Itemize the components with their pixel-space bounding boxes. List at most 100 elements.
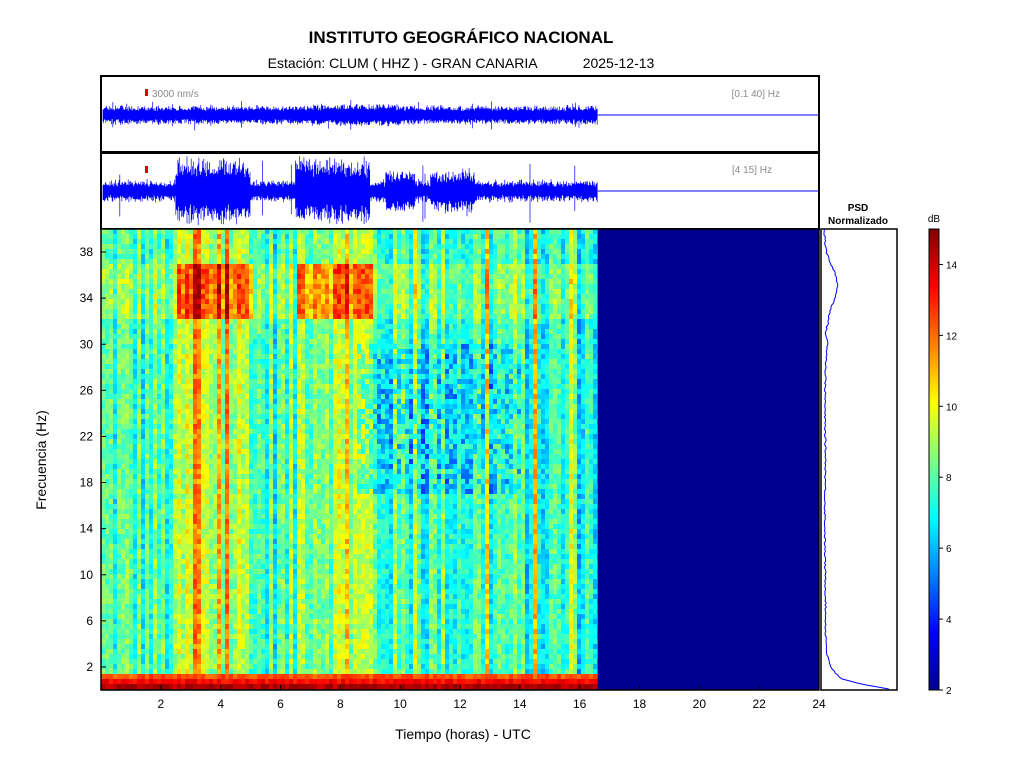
spectrogram-cell (133, 499, 137, 504)
spectrogram-cell (305, 669, 309, 674)
spectrogram-cell (113, 619, 117, 624)
spectrogram-cell (309, 259, 313, 264)
spectrogram-cell (297, 229, 301, 234)
spectrogram-cell (101, 574, 105, 579)
spectrogram-cell (301, 284, 305, 289)
spectrogram-cell (161, 329, 165, 334)
spectrogram-cell (261, 359, 265, 364)
spectrogram-cell (193, 269, 197, 274)
spectrogram-cell (141, 684, 145, 689)
spectrogram-cell (237, 604, 241, 609)
spectrogram-cell (125, 559, 129, 564)
spectrogram-cell (173, 454, 177, 459)
spectrogram-cell (305, 529, 309, 534)
spectrogram-cell (173, 534, 177, 539)
spectrogram-cell (149, 369, 153, 374)
spectrogram-cell (201, 584, 205, 589)
spectrogram-cell (229, 574, 233, 579)
spectrogram-cell (125, 584, 129, 589)
spectrogram-cell (309, 414, 313, 419)
spectrogram-cell (289, 614, 293, 619)
spectrogram-cell (245, 549, 249, 554)
spectrogram-cell (281, 399, 285, 404)
spectrogram-cell (221, 674, 225, 679)
spectrogram-cell (185, 674, 189, 679)
spectrogram-cell (233, 574, 237, 579)
spectrogram-cell (209, 319, 213, 324)
spectrogram-cell (149, 569, 153, 574)
spectrogram-cell (133, 484, 137, 489)
spectrogram-cell (133, 494, 137, 499)
spectrogram-cell (305, 549, 309, 554)
spectrogram-cell (137, 389, 141, 394)
spectrogram-cell (181, 554, 185, 559)
spectrogram-cell (141, 639, 145, 644)
spectrogram-cell (237, 639, 241, 644)
spectrogram-cell (293, 464, 297, 469)
spectrogram-cell (133, 609, 137, 614)
spectrogram-cell (277, 249, 281, 254)
spectrogram-cell (189, 559, 193, 564)
spectrogram-cell (161, 414, 165, 419)
spectrogram-cell (293, 264, 297, 269)
spectrogram-cell (213, 389, 217, 394)
spectrogram-cell (217, 359, 221, 364)
spectrogram-cell (153, 504, 157, 509)
spectrogram-cell (305, 599, 309, 604)
spectrogram-cell (289, 619, 293, 624)
spectrogram-cell (181, 309, 185, 314)
spectrogram-cell (205, 424, 209, 429)
spectrogram-cell (309, 249, 313, 254)
spectrogram-cell (217, 269, 221, 274)
spectrogram-cell (249, 469, 253, 474)
spectrogram-cell (253, 249, 257, 254)
spectrogram-cell (145, 669, 149, 674)
spectrogram-cell (137, 384, 141, 389)
spectrogram-cell (301, 254, 305, 259)
spectrogram-cell (297, 499, 301, 504)
spectrogram-cell (305, 244, 309, 249)
spectrogram-cell (217, 579, 221, 584)
spectrogram-cell (181, 394, 185, 399)
spectrogram-cell (181, 679, 185, 684)
spectrogram-cell (309, 559, 313, 564)
spectrogram-cell (313, 314, 317, 319)
spectrogram-cell (305, 504, 309, 509)
spectrogram-cell (181, 559, 185, 564)
spectrogram-cell (189, 644, 193, 649)
spectrogram-cell (205, 399, 209, 404)
spectrogram-cell (229, 664, 233, 669)
spectrogram-cell (277, 319, 281, 324)
spectrogram-cell (189, 384, 193, 389)
spectrogram-cell (129, 349, 133, 354)
spectrogram-cell (181, 654, 185, 659)
spectrogram-cell (153, 259, 157, 264)
spectrogram-cell (229, 624, 233, 629)
spectrogram-cell (125, 474, 129, 479)
spectrogram-cell (101, 519, 105, 524)
spectrogram-cell (249, 494, 253, 499)
spectrogram-cell (165, 484, 169, 489)
spectrogram-cell (137, 484, 141, 489)
spectrogram-cell (281, 259, 285, 264)
spectrogram-cell (145, 529, 149, 534)
spectrogram-cell (233, 354, 237, 359)
spectrogram-cell (185, 379, 189, 384)
spectrogram-cell (145, 564, 149, 569)
spectrogram-cell (133, 369, 137, 374)
spectrogram-cell (221, 294, 225, 299)
spectrogram-cell (229, 629, 233, 634)
spectrogram-cell (213, 629, 217, 634)
spectrogram-cell (249, 344, 253, 349)
spectrogram-cell (301, 554, 305, 559)
spectrogram-cell (141, 664, 145, 669)
spectrogram-cell (121, 244, 125, 249)
spectrogram-cell (209, 544, 213, 549)
spectrogram-cell (161, 479, 165, 484)
spectrogram-cell (105, 449, 109, 454)
spectrogram-cell (245, 299, 249, 304)
spectrogram-cell (265, 374, 269, 379)
spectrogram-cell (197, 339, 201, 344)
spectrogram-cell (241, 579, 245, 584)
spectrogram-cell (157, 324, 161, 329)
